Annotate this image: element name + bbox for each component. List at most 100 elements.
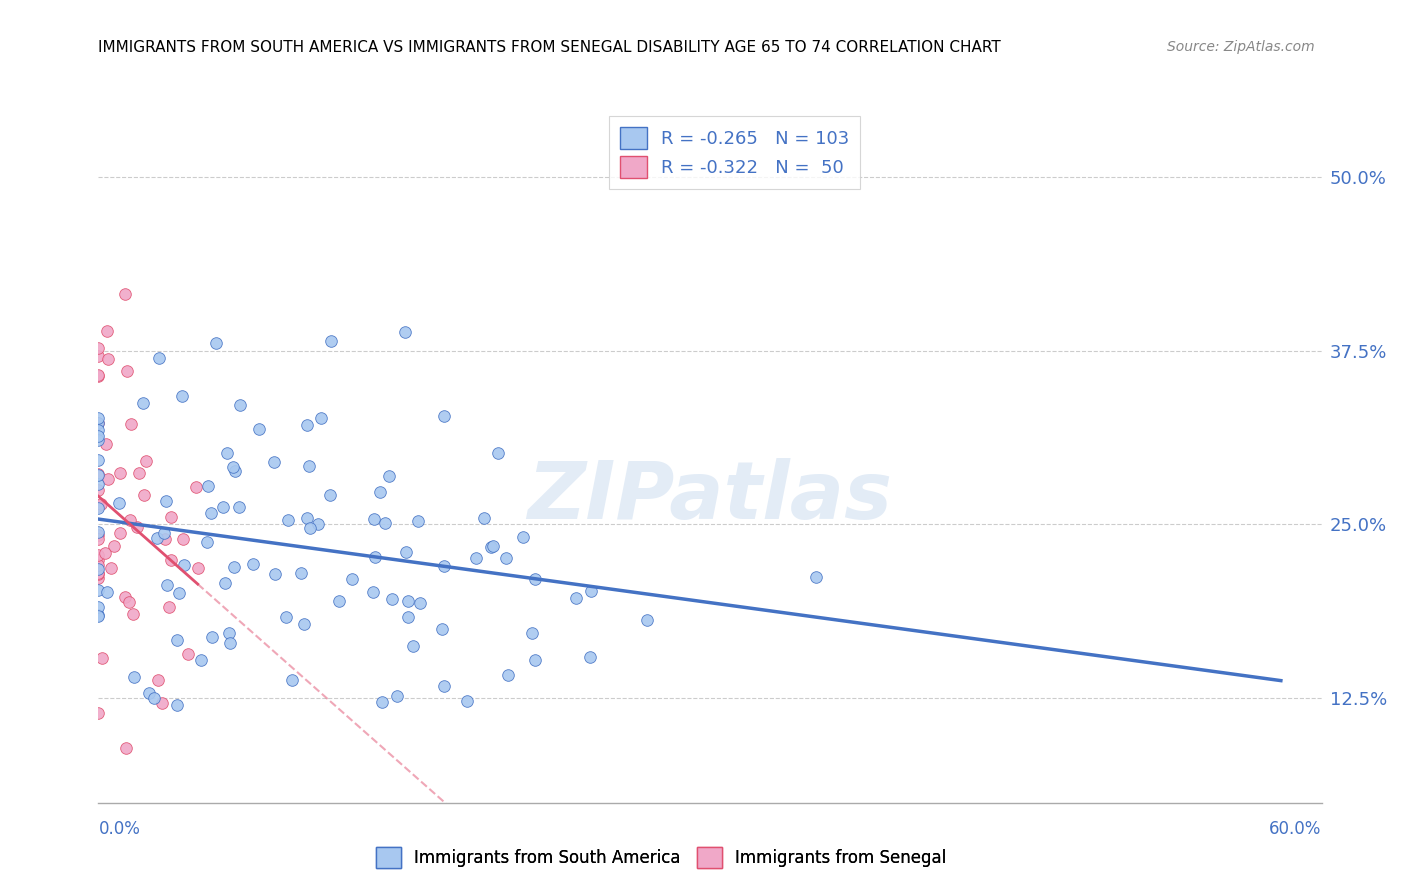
Point [512, 529, 534, 543]
Point [205, 336, 228, 351]
Point [90, 651, 112, 665]
Point [319, 488, 342, 502]
Point [155, 532, 177, 546]
Point [433, 679, 456, 693]
Point [157, 599, 180, 614]
Point [96, 325, 118, 339]
Point [298, 458, 321, 473]
Point [381, 591, 404, 606]
Point [636, 613, 658, 627]
Point [114, 741, 136, 756]
Point [166, 698, 188, 713]
Point [564, 591, 586, 606]
Point [87, 476, 110, 491]
Text: 60.0%: 60.0% [1270, 820, 1322, 838]
Point [87, 467, 110, 481]
Point [395, 545, 418, 559]
Point [87, 341, 110, 355]
Point [87, 552, 110, 566]
Point [87, 416, 110, 430]
Point [340, 572, 363, 586]
Point [138, 686, 160, 700]
Point [361, 585, 384, 599]
Point [148, 351, 170, 366]
Point [295, 418, 318, 433]
Point [190, 653, 212, 667]
Point [170, 389, 193, 403]
Point [125, 520, 148, 534]
Point [87, 528, 110, 542]
Point [579, 649, 602, 664]
Point [87, 410, 110, 425]
Point [307, 517, 329, 532]
Point [524, 653, 547, 667]
Point [87, 368, 110, 382]
Point [118, 595, 141, 609]
Point [363, 511, 385, 525]
Point [290, 566, 312, 581]
Point [156, 577, 179, 591]
Point [160, 510, 183, 524]
Point [201, 630, 224, 644]
Point [153, 526, 176, 541]
Point [97, 472, 120, 486]
Point [120, 513, 142, 527]
Point [464, 550, 486, 565]
Point [120, 417, 142, 431]
Point [433, 559, 456, 574]
Point [387, 689, 409, 703]
Point [370, 695, 392, 709]
Point [172, 532, 194, 546]
Point [299, 521, 322, 535]
Point [396, 594, 419, 608]
Point [167, 586, 190, 600]
Point [281, 673, 304, 688]
Point [430, 623, 453, 637]
Point [402, 639, 425, 653]
Text: Source: ZipAtlas.com: Source: ZipAtlas.com [1167, 40, 1315, 54]
Point [155, 494, 177, 508]
Point [87, 571, 110, 585]
Point [110, 467, 132, 481]
Point [218, 625, 240, 640]
Point [211, 500, 233, 515]
Point [200, 506, 222, 520]
Point [263, 567, 285, 582]
Point [87, 423, 110, 437]
Point [224, 464, 246, 478]
Point [114, 287, 136, 301]
Point [100, 561, 122, 575]
Point [297, 511, 319, 525]
Point [143, 691, 166, 706]
Point [433, 409, 456, 423]
Point [96, 437, 118, 451]
Point [472, 510, 495, 524]
Point [277, 513, 299, 527]
Point [242, 558, 264, 572]
Point [222, 459, 245, 474]
Point [409, 595, 432, 609]
Point [247, 422, 270, 436]
Point [217, 445, 239, 459]
Point [321, 334, 343, 348]
Point [87, 368, 110, 383]
Point [87, 706, 110, 721]
Point [96, 585, 118, 599]
Point [121, 607, 143, 621]
Point [292, 617, 315, 632]
Point [94, 546, 117, 560]
Point [579, 584, 602, 599]
Point [309, 411, 332, 425]
Point [87, 608, 110, 623]
Point [115, 363, 138, 377]
Point [274, 609, 297, 624]
Point [87, 468, 110, 483]
Text: 0.0%: 0.0% [98, 820, 141, 838]
Point [406, 514, 429, 528]
Point [263, 455, 285, 469]
Point [87, 600, 110, 615]
Point [479, 540, 502, 554]
Point [87, 452, 110, 467]
Point [197, 479, 219, 493]
Point [122, 670, 145, 684]
